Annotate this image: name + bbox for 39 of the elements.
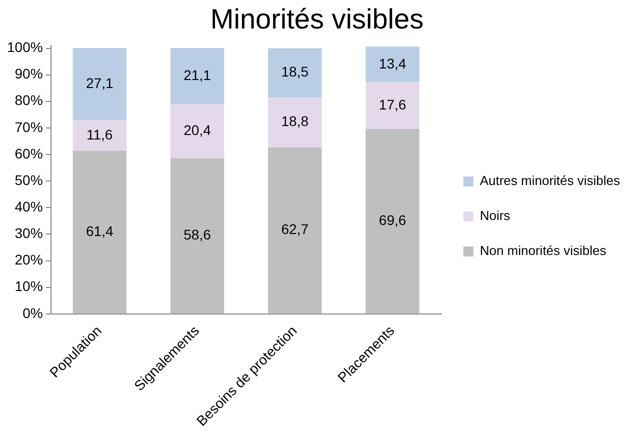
bar <box>366 82 420 130</box>
y-tick-label: 80% <box>14 92 43 108</box>
data-label: 61,4 <box>86 222 114 239</box>
legend-label: Non minorités visibles <box>480 243 607 258</box>
data-label: 20,4 <box>184 122 212 138</box>
bar <box>72 48 126 120</box>
legend-label: Autres minorités visibles <box>480 173 620 188</box>
bar <box>366 129 420 314</box>
bar <box>268 147 322 314</box>
data-label: 13,4 <box>378 55 406 72</box>
bar <box>366 46 420 82</box>
y-tick-label: 0% <box>22 304 43 321</box>
bar <box>268 97 322 148</box>
y-tick-label: 40% <box>14 198 43 215</box>
data-label: 11,6 <box>86 126 113 142</box>
data-label: 18,8 <box>281 113 309 130</box>
bar <box>170 48 224 104</box>
data-label: 17,6 <box>378 96 406 112</box>
y-tick-label: 60% <box>14 145 43 162</box>
y-tick-label: 30% <box>14 225 43 242</box>
y-tick-label: 70% <box>14 118 43 135</box>
data-label: 27,1 <box>86 74 114 91</box>
bar <box>72 150 126 314</box>
chart-title: Minorités visibles <box>210 4 424 35</box>
y-tick-label: 100% <box>6 39 43 56</box>
bar <box>170 104 224 158</box>
bar <box>268 48 322 98</box>
bar <box>72 120 126 151</box>
y-tick-label: 50% <box>14 172 43 188</box>
data-label: 62,7 <box>281 221 309 238</box>
data-label: 69,6 <box>378 212 406 228</box>
y-tick-label: 10% <box>14 278 43 294</box>
data-label: 18,5 <box>281 64 309 80</box>
legend-label: Noirs <box>480 208 511 224</box>
data-label: 58,6 <box>184 226 212 243</box>
y-tick-label: 20% <box>14 252 43 268</box>
data-label: 21,1 <box>184 66 212 83</box>
bar <box>170 158 224 314</box>
y-tick-label: 90% <box>14 66 43 82</box>
